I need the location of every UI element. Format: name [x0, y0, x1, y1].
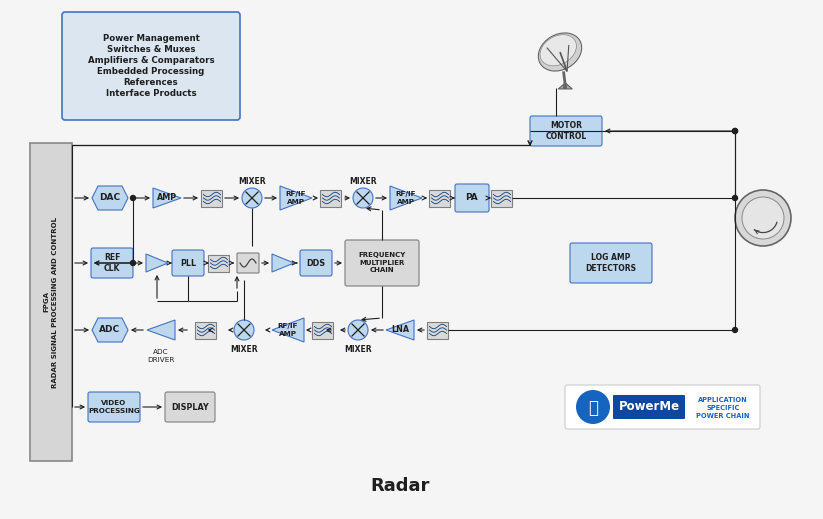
FancyBboxPatch shape — [62, 12, 240, 120]
Text: MIXER: MIXER — [238, 176, 266, 185]
Text: APPLICATION: APPLICATION — [698, 397, 748, 403]
Circle shape — [234, 320, 254, 340]
Text: RF/IF
AMP: RF/IF AMP — [286, 191, 306, 205]
Text: DDS: DDS — [306, 258, 326, 267]
Text: PLL: PLL — [180, 258, 196, 267]
Text: Power Management
Switches & Muxes
Amplifiers & Comparators
Embedded Processing
R: Power Management Switches & Muxes Amplif… — [88, 34, 214, 98]
Bar — [313, 321, 333, 338]
Polygon shape — [386, 320, 414, 340]
Circle shape — [353, 188, 373, 208]
Bar — [430, 189, 450, 207]
Circle shape — [131, 261, 136, 266]
Text: DAC: DAC — [100, 194, 120, 202]
Text: MOTOR
CONTROL: MOTOR CONTROL — [546, 121, 587, 141]
FancyBboxPatch shape — [237, 253, 259, 273]
Polygon shape — [153, 188, 181, 208]
Text: ADC
DRIVER: ADC DRIVER — [147, 349, 174, 363]
Bar — [427, 321, 449, 338]
FancyBboxPatch shape — [530, 116, 602, 146]
Text: MIXER: MIXER — [344, 345, 372, 353]
Bar — [202, 189, 222, 207]
Text: RF/IF
AMP: RF/IF AMP — [396, 191, 416, 205]
Polygon shape — [390, 186, 422, 210]
Text: REF
CLK: REF CLK — [104, 253, 120, 273]
Bar — [72, 143, 787, 461]
Bar — [196, 321, 216, 338]
FancyBboxPatch shape — [91, 248, 133, 278]
FancyBboxPatch shape — [570, 243, 652, 283]
Polygon shape — [280, 186, 312, 210]
Circle shape — [131, 196, 136, 200]
Circle shape — [576, 390, 610, 424]
Text: FREQUENCY
MULTIPLIER
CHAIN: FREQUENCY MULTIPLIER CHAIN — [358, 253, 406, 274]
FancyBboxPatch shape — [345, 240, 419, 286]
Circle shape — [735, 190, 791, 246]
Text: LOG AMP
DETECTORS: LOG AMP DETECTORS — [585, 253, 636, 273]
Ellipse shape — [540, 35, 576, 66]
FancyBboxPatch shape — [565, 385, 760, 429]
Text: ⏻: ⏻ — [588, 399, 598, 417]
Text: LNA: LNA — [391, 325, 409, 335]
Circle shape — [742, 197, 784, 239]
Text: PA: PA — [466, 194, 478, 202]
Polygon shape — [92, 318, 128, 342]
FancyBboxPatch shape — [172, 250, 204, 276]
Text: POWER CHAIN: POWER CHAIN — [696, 413, 750, 419]
Text: FPGA
RADAR SIGNAL PROCESSING AND CONTROL: FPGA RADAR SIGNAL PROCESSING AND CONTROL — [44, 216, 58, 388]
Text: VIDEO
PROCESSING: VIDEO PROCESSING — [88, 400, 140, 414]
Text: MIXER: MIXER — [349, 176, 377, 185]
Circle shape — [348, 320, 368, 340]
Polygon shape — [92, 186, 128, 210]
Polygon shape — [272, 254, 294, 272]
Polygon shape — [147, 320, 175, 340]
Text: RF/IF
AMP: RF/IF AMP — [277, 323, 298, 337]
FancyBboxPatch shape — [455, 184, 489, 212]
Bar — [30, 143, 72, 461]
Bar — [320, 189, 342, 207]
FancyBboxPatch shape — [165, 392, 215, 422]
FancyBboxPatch shape — [88, 392, 140, 422]
Circle shape — [732, 129, 737, 133]
Polygon shape — [146, 254, 168, 272]
Polygon shape — [558, 83, 572, 89]
Ellipse shape — [538, 33, 582, 71]
Circle shape — [732, 327, 737, 333]
Text: AMP: AMP — [157, 194, 177, 202]
Text: SPECIFIC: SPECIFIC — [706, 405, 740, 411]
Bar — [208, 254, 230, 271]
FancyBboxPatch shape — [613, 395, 685, 419]
Polygon shape — [272, 318, 304, 342]
Circle shape — [242, 188, 262, 208]
Text: MIXER: MIXER — [230, 345, 258, 353]
Text: PowerMe: PowerMe — [618, 401, 680, 414]
Text: Radar: Radar — [370, 477, 430, 495]
FancyBboxPatch shape — [300, 250, 332, 276]
Bar — [491, 189, 513, 207]
Circle shape — [732, 196, 737, 200]
Text: DISPLAY: DISPLAY — [171, 403, 209, 412]
Circle shape — [732, 129, 737, 133]
Text: ADC: ADC — [100, 325, 120, 335]
